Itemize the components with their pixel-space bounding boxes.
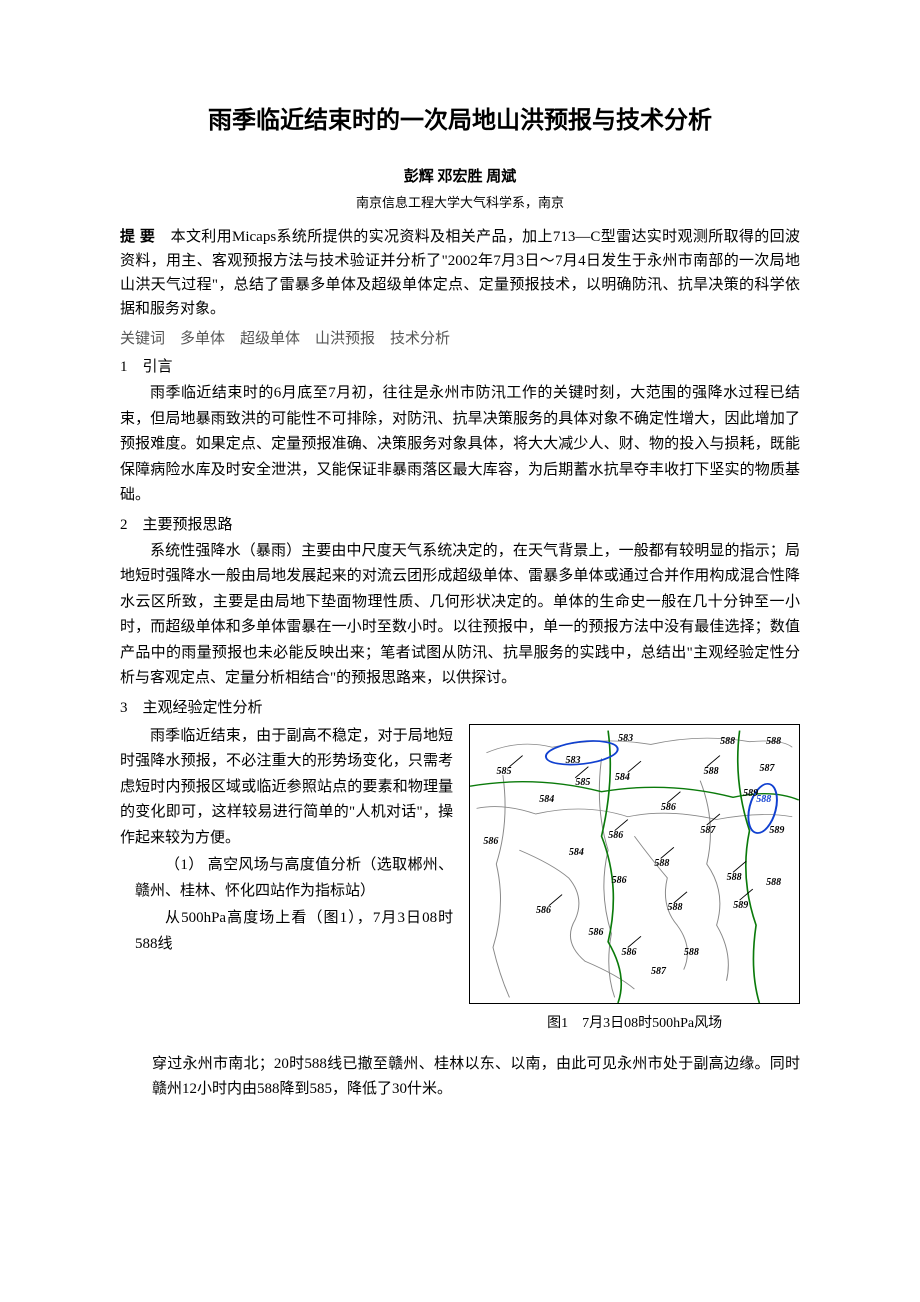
map-label: 589 (769, 825, 784, 836)
keywords-text: 多单体 超级单体 山洪预报 技术分析 (165, 331, 450, 347)
map-label: 586 (612, 875, 627, 886)
map-label: 588 (766, 877, 781, 888)
map-label: 588 (684, 947, 699, 958)
section-2-body: 系统性强降水（暴雨）主要由中尺度天气系统决定的，在天气背景上，一般都有较明显的指… (120, 539, 800, 692)
figure-1-caption: 图1 7月3日08时500hPa风场 (469, 1012, 800, 1032)
authors-line: 彭辉 邓宏胜 周斌 (120, 165, 800, 186)
map-label: 587 (651, 966, 666, 977)
figure-1-map: 583 588 588 585 583 584 585 588 587 584 586 589 588 5… (469, 724, 800, 1004)
map-label: 588 (654, 858, 669, 869)
map-label: 589 (733, 900, 748, 911)
section-1-header: 1 引言 (120, 355, 800, 379)
section-3-header: 3 主观经验定性分析 (120, 696, 800, 720)
map-label: 588 (766, 736, 781, 747)
section-2-header: 2 主要预报思路 (120, 513, 800, 537)
section-3-p2: （1） 高空风场与高度值分析（选取郴州、赣州、桂林、怀化四站作为指标站） (120, 853, 453, 904)
map-label: 587 (760, 763, 775, 774)
map-label: 583 (566, 755, 581, 766)
abstract-label: 提 要 (120, 228, 155, 245)
page-title: 雨季临近结束时的一次局地山洪预报与技术分析 (120, 100, 800, 135)
keywords-label: 关键词 (120, 331, 165, 347)
map-label: 588 (727, 872, 742, 883)
below-figure-text: 穿过永州市南北；20时588线已撤至赣州、桂林以东、以南，由此可见永州市处于副高… (120, 1052, 800, 1103)
map-label: 588 (667, 902, 682, 913)
abstract-text: 本文利用Micaps系统所提供的实况资料及相关产品，加上713—C型雷达实时观测… (120, 229, 800, 317)
section-3-p1: 雨季临近结束，由于副高不稳定，对于局地短时强降水预报，不必注重大的形势场变化，只… (120, 724, 453, 852)
map-label: 583 (618, 733, 633, 744)
map-label: 586 (661, 802, 676, 813)
affiliation-line: 南京信息工程大学大气科学系，南京 (120, 192, 800, 211)
two-column-layout: 雨季临近结束，由于副高不稳定，对于局地短时强降水预报，不必注重大的形势场变化，只… (120, 724, 800, 1032)
map-label: 584 (569, 847, 584, 858)
section-3-p3: 从500hPa高度场上看（图1），7月3日08时588线 (120, 906, 453, 957)
abstract-block: 提 要 本文利用Micaps系统所提供的实况资料及相关产品，加上713—C型雷达… (120, 225, 800, 321)
map-svg (470, 725, 799, 1003)
below-fig-p1: 穿过永州市南北；20时588线已撤至赣州、桂林以东、以南，由此可见永州市处于副高… (152, 1052, 800, 1103)
map-label: 588 (720, 736, 735, 747)
map-label: 585 (496, 766, 511, 777)
map-label: 586 (621, 947, 636, 958)
figure-1-column: 583 588 588 585 583 584 585 588 587 584 586 589 588 5… (469, 724, 800, 1032)
section-1-body: 雨季临近结束时的6月底至7月初，往往是永州市防汛工作的关键时刻，大范围的强降水过… (120, 381, 800, 509)
map-label: 585 (575, 777, 590, 788)
map-label: 586 (483, 836, 498, 847)
section-3-text-column: 雨季临近结束，由于副高不稳定，对于局地短时强降水预报，不必注重大的形势场变化，只… (120, 724, 453, 960)
map-label: 586 (589, 927, 604, 938)
map-label: 584 (615, 772, 630, 783)
map-label: 586 (608, 830, 623, 841)
map-label: 586 (536, 905, 551, 916)
keywords-line: 关键词 多单体 超级单体 山洪预报 技术分析 (120, 327, 800, 351)
map-label: 584 (539, 794, 554, 805)
map-label: 588 (756, 794, 771, 805)
map-label: 588 (704, 766, 719, 777)
map-label: 587 (700, 825, 715, 836)
